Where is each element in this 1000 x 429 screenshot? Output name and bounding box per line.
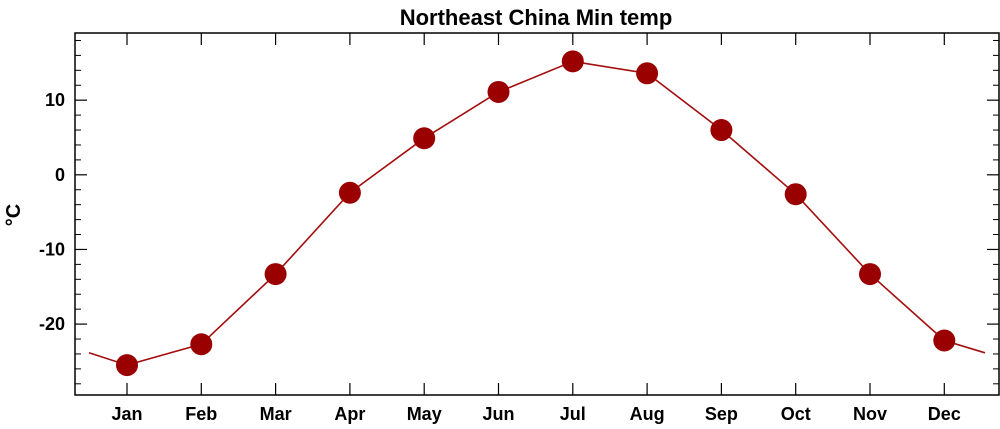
x-tick-label: Jul bbox=[560, 404, 586, 424]
y-tick-labels: -20 -10 0 10 bbox=[39, 90, 65, 334]
data-point bbox=[636, 62, 659, 85]
x-tick-label: Jan bbox=[111, 404, 142, 424]
y-tick-label: 0 bbox=[55, 165, 65, 185]
series-line bbox=[88, 60, 986, 366]
x-tick-label: May bbox=[407, 404, 442, 424]
y-tick-label: -20 bbox=[39, 314, 65, 334]
x-tick-label: Dec bbox=[928, 404, 961, 424]
data-point bbox=[710, 119, 733, 142]
x-tick-label: Nov bbox=[853, 404, 887, 424]
data-point bbox=[413, 127, 436, 150]
x-tick-label: Mar bbox=[260, 404, 292, 424]
x-tick-labels: Jan Feb Mar Apr May Jun Jul Aug Sep Oct Nov Dec bbox=[111, 404, 960, 424]
data-point bbox=[859, 263, 881, 286]
y-tick-label: 10 bbox=[45, 90, 65, 110]
series-markers bbox=[116, 50, 956, 377]
data-point bbox=[561, 50, 584, 73]
data-point bbox=[264, 263, 287, 286]
chart-title: Northeast China Min temp bbox=[400, 5, 673, 30]
data-point bbox=[933, 329, 956, 352]
x-tick-label: Feb bbox=[185, 404, 217, 424]
x-tick-label: Oct bbox=[781, 404, 811, 424]
x-tick-label: Jun bbox=[482, 404, 514, 424]
data-point bbox=[338, 181, 361, 204]
data-point bbox=[190, 333, 213, 356]
x-tick-label: Apr bbox=[334, 404, 365, 424]
x-tick-label: Aug bbox=[630, 404, 665, 424]
axis-ticks bbox=[75, 33, 999, 395]
data-point bbox=[784, 183, 807, 206]
y-axis-label: °C bbox=[3, 204, 25, 226]
data-point bbox=[116, 354, 138, 377]
plot-frame bbox=[74, 32, 1000, 396]
y-tick-label: -10 bbox=[39, 239, 65, 259]
x-tick-label: Sep bbox=[705, 404, 738, 424]
data-point bbox=[487, 80, 510, 103]
